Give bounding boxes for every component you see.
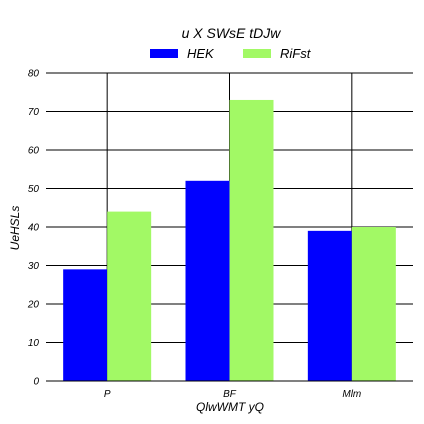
y-tick-labels: 0 10 20 30 40 50 60 70 80: [27, 69, 40, 388]
chart-title: u X SWsE tDJw: [182, 25, 282, 41]
bar-HEK-BF: [185, 180, 230, 381]
y-tick-label: 40: [28, 223, 40, 234]
bar-RiFst-Mlm: [351, 227, 396, 381]
y-tick-label: 10: [28, 338, 40, 349]
x-tick-label: P: [104, 389, 111, 400]
legend-label-RiFst: RiFst: [280, 46, 312, 61]
y-axis-label: UeHSLs: [8, 206, 22, 251]
bar-RiFst-P: [107, 211, 152, 381]
bar-RiFst-BF: [229, 99, 274, 381]
y-tick-label: 20: [27, 300, 40, 311]
x-tick-label: BF: [223, 389, 237, 400]
y-tick-label: 80: [28, 69, 40, 80]
y-tick-label: 50: [28, 184, 40, 195]
y-tick-label: 70: [28, 107, 40, 118]
x-axis-label: QlwWMT yQ: [196, 400, 264, 414]
legend-swatch-RiFst: [243, 49, 271, 58]
legend-swatch-HEK: [150, 49, 178, 58]
y-tick-label: 30: [28, 261, 40, 272]
x-tick-labels: P BF Mlm: [104, 389, 361, 400]
legend: HEK RiFst: [150, 46, 312, 61]
bar-HEK-Mlm: [307, 230, 352, 381]
bar-HEK-P: [63, 269, 108, 381]
y-tick-label: 0: [33, 377, 39, 388]
y-tick-label: 60: [28, 146, 40, 157]
bars: [63, 99, 396, 381]
legend-label-HEK: HEK: [187, 46, 215, 61]
x-tick-label: Mlm: [342, 389, 361, 400]
